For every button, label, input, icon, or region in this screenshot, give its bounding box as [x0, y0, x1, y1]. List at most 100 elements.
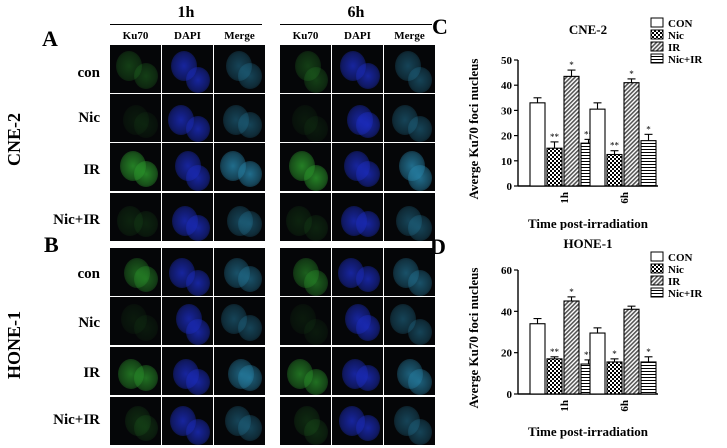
channel-header-dapi-6h: DAPI — [344, 30, 371, 42]
bar-checker — [606, 361, 623, 395]
nucleus — [304, 369, 328, 395]
micrograph-tile — [332, 297, 383, 345]
significance-mark: ** — [550, 347, 560, 357]
row-label-con-b: con — [77, 266, 101, 282]
timepoint-1h-rule — [110, 24, 262, 25]
legend-label: Nic — [668, 264, 684, 276]
nucleus — [221, 304, 247, 334]
micrograph-tile — [332, 193, 383, 241]
significance-mark: * — [629, 69, 634, 79]
micrograph-tile — [280, 297, 331, 345]
nucleus — [238, 112, 262, 138]
nucleus — [123, 105, 149, 135]
bar-diagonal — [563, 300, 580, 395]
significance-mark: ** — [550, 132, 560, 142]
bar-white — [529, 102, 546, 187]
nucleus — [356, 112, 380, 138]
nucleus — [186, 215, 210, 241]
micrograph-tile — [214, 297, 265, 345]
nucleus — [186, 165, 210, 191]
row-label-nicir-a: Nic+IR — [53, 212, 100, 228]
nucleus — [134, 112, 158, 138]
y-tick-label: 60 — [501, 265, 513, 277]
bar-checker — [546, 147, 563, 187]
nucleus — [408, 270, 432, 296]
legend-swatch — [650, 17, 664, 28]
panel-label-a: A — [42, 26, 58, 51]
micrograph-tile — [110, 143, 161, 191]
legend-swatch — [650, 29, 664, 40]
nucleus — [186, 270, 210, 296]
micrograph-tile — [110, 193, 161, 241]
bar-checker — [606, 153, 623, 187]
micrograph-tile — [280, 347, 331, 395]
significance-mark: * — [646, 124, 651, 134]
micrograph-tile — [162, 347, 213, 395]
nucleus — [356, 63, 380, 89]
legend-label: IR — [668, 276, 681, 288]
micrograph-tile — [214, 143, 265, 191]
significance-mark: * — [612, 349, 617, 359]
nucleus — [238, 63, 262, 89]
x-axis-label: Time post-irradiation — [528, 424, 649, 439]
nucleus — [186, 419, 210, 445]
nucleus — [286, 206, 312, 236]
y-axis-label: Averge Ku70 foci nucleus — [466, 268, 481, 409]
nucleus — [238, 266, 262, 292]
micrograph-tile — [214, 347, 265, 395]
nucleus — [186, 319, 210, 345]
nucleus — [408, 369, 432, 395]
nucleus — [117, 206, 143, 236]
y-tick-label: 40 — [501, 80, 513, 92]
significance-mark: ** — [584, 129, 594, 139]
channel-header-merge-1h: Merge — [224, 30, 255, 42]
row-label-nicir-b: Nic+IR — [53, 412, 100, 428]
nucleus — [292, 105, 318, 135]
y-tick-label: 50 — [501, 55, 513, 67]
nucleus — [295, 51, 321, 81]
bar-white — [529, 323, 546, 395]
nucleus — [125, 406, 151, 436]
nucleus — [116, 51, 142, 81]
micrograph-tile — [162, 45, 213, 93]
bar-horizontal — [640, 140, 657, 187]
nucleus — [186, 116, 210, 142]
micrograph-tile — [214, 248, 265, 296]
nucleus — [304, 270, 328, 296]
micrograph-tile — [214, 193, 265, 241]
nucleus — [186, 369, 210, 395]
nucleus — [225, 406, 251, 436]
nucleus — [356, 365, 380, 391]
row-label-nic-b: Nic — [78, 315, 100, 331]
nucleus — [304, 215, 328, 241]
y-tick-label: 20 — [501, 131, 513, 143]
y-tick-label: 20 — [501, 348, 513, 360]
bar-white — [589, 332, 606, 395]
nucleus — [356, 315, 380, 341]
channel-header-ku70-6h: Ku70 — [292, 30, 319, 42]
legend-label: Nic+IR — [668, 288, 703, 300]
micrograph-tile — [110, 94, 161, 142]
micrograph-tile — [384, 397, 435, 445]
micrograph-tile — [332, 94, 383, 142]
micrograph-tile — [162, 143, 213, 191]
timepoint-6h-header: 6h — [347, 4, 365, 21]
x-category-label: 6h — [619, 192, 631, 204]
cell-line-label-hone1: HONE-1 — [4, 311, 24, 380]
row-label-ir-b: IR — [83, 365, 100, 381]
nucleus — [227, 206, 253, 236]
bar-diagonal — [623, 82, 640, 187]
micrograph-tile — [280, 45, 331, 93]
nucleus — [394, 406, 420, 436]
nucleus — [304, 419, 328, 445]
micrograph-tile — [332, 45, 383, 93]
micrograph-tile — [332, 347, 383, 395]
bar-horizontal — [640, 361, 657, 395]
micrograph-tile — [384, 94, 435, 142]
micrograph-tile — [384, 347, 435, 395]
nucleus — [121, 304, 147, 334]
micrograph-tile — [332, 248, 383, 296]
nucleus — [356, 415, 380, 441]
micrograph-tile — [280, 193, 331, 241]
chart-title: CNE-2 — [569, 22, 607, 37]
